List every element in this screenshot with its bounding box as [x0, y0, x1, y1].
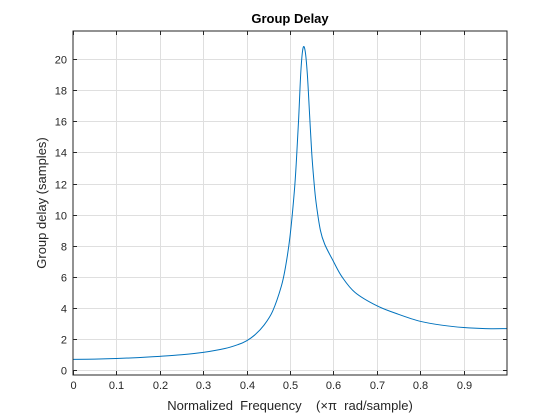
y-axis-label: Group delay (samples) [34, 137, 49, 269]
axis-ticks: 0 0.1 0.2 0.3 0.4 0.5 0.6 0.7 0.8 0.9 0 2 4 6 8 10 12 14 1… [55, 31, 507, 392]
series-layer [72, 45, 508, 360]
x-tick-label: 0.5 [283, 380, 298, 392]
y-tick-label: 12 [55, 180, 67, 192]
y-tick-label: 0 [61, 366, 67, 378]
y-tick-label: 6 [61, 273, 67, 285]
x-tick-label: 0.4 [240, 380, 255, 392]
y-tick-label: 20 [55, 55, 67, 67]
y-tick-label: 8 [61, 242, 67, 254]
x-tick-label: 0 [70, 380, 76, 392]
x-tick-label: 0.8 [413, 380, 428, 392]
x-tick-label: 0.1 [109, 380, 124, 392]
grid-lines [73, 31, 507, 375]
y-tick-label: 10 [55, 211, 67, 223]
y-tick-label: 16 [55, 117, 67, 129]
chart-title: Group Delay [251, 11, 329, 26]
x-tick-label: 0.2 [153, 380, 168, 392]
x-axis-label: Normalized Frequency (×π rad/sample) [167, 398, 413, 413]
y-tick-label: 4 [61, 304, 67, 316]
x-tick-label: 0.7 [370, 380, 385, 392]
x-tick-label: 0.6 [326, 380, 341, 392]
group-delay-series-line [72, 45, 508, 360]
y-tick-label: 14 [55, 148, 67, 160]
x-tick-label: 0.9 [457, 380, 472, 392]
y-tick-label: 18 [55, 86, 67, 98]
y-tick-label: 2 [61, 335, 67, 347]
x-tick-label: 0.3 [196, 380, 211, 392]
